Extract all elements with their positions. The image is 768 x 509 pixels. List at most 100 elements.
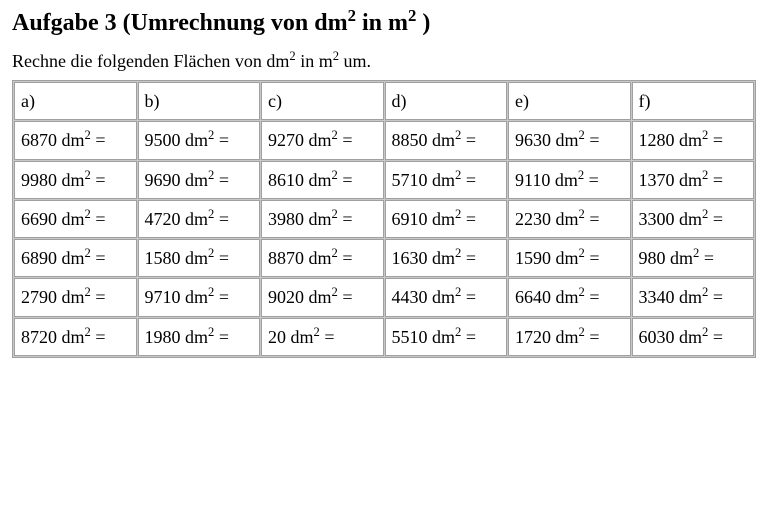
table-cell: 1590 dm2 = (508, 239, 631, 277)
cell-value: 3340 (639, 287, 675, 307)
unit-base: dm (185, 287, 208, 307)
cell-value: 8870 (268, 248, 304, 268)
unit-exponent: 2 (702, 207, 708, 221)
table-cell: 6030 dm2 = (632, 318, 755, 356)
unit-exponent: 2 (693, 246, 699, 260)
cell-value: 8610 (268, 170, 304, 190)
cell-value: 6640 (515, 287, 551, 307)
unit-base: dm (62, 170, 85, 190)
cell-value: 9110 (515, 170, 550, 190)
cell-value: 1720 (515, 327, 551, 347)
unit-exponent: 2 (208, 325, 214, 339)
cell-value: 1980 (145, 327, 181, 347)
instruction-mid: in m (296, 51, 333, 71)
table-cell: 4720 dm2 = (138, 200, 261, 238)
cell-value: 1590 (515, 248, 551, 268)
unit-exponent: 2 (579, 207, 585, 221)
table-cell: 1980 dm2 = (138, 318, 261, 356)
table-cell: 9690 dm2 = (138, 161, 261, 199)
unit-base: dm (556, 209, 579, 229)
table-row: 6890 dm2 =1580 dm2 =8870 dm2 =1630 dm2 =… (14, 239, 754, 277)
unit-exponent: 2 (455, 246, 461, 260)
unit-exponent: 2 (208, 207, 214, 221)
table-cell: 5710 dm2 = (385, 161, 508, 199)
cell-value: 9710 (145, 287, 181, 307)
table-cell: 4430 dm2 = (385, 278, 508, 316)
instruction-prefix: Rechne die folgenden Flächen von dm (12, 51, 289, 71)
table-cell: 2790 dm2 = (14, 278, 137, 316)
unit-base: dm (309, 248, 332, 268)
cell-value: 5510 (392, 327, 428, 347)
unit-exponent: 2 (85, 325, 91, 339)
cell-value: 9500 (145, 130, 181, 150)
unit-base: dm (432, 170, 455, 190)
cell-value: 9270 (268, 130, 304, 150)
cell-value: 2790 (21, 287, 57, 307)
title-mid: in m (356, 10, 408, 36)
unit-exponent: 2 (702, 285, 708, 299)
unit-exponent: 2 (85, 246, 91, 260)
unit-base: dm (555, 170, 578, 190)
cell-value: 9690 (145, 170, 181, 190)
unit-base: dm (309, 209, 332, 229)
unit-base: dm (185, 327, 208, 347)
table-cell: 20 dm2 = (261, 318, 384, 356)
table-cell: 3300 dm2 = (632, 200, 755, 238)
unit-exponent: 2 (702, 168, 708, 182)
unit-exponent: 2 (85, 128, 91, 142)
column-header: e) (508, 82, 631, 120)
unit-exponent: 2 (579, 285, 585, 299)
cell-value: 8850 (392, 130, 428, 150)
unit-exponent: 2 (332, 128, 338, 142)
title-exp1: 2 (348, 6, 356, 25)
unit-base: dm (62, 287, 85, 307)
unit-exponent: 2 (455, 285, 461, 299)
cell-value: 6690 (21, 209, 57, 229)
unit-base: dm (62, 327, 85, 347)
cell-value: 9980 (21, 170, 57, 190)
column-header: c) (261, 82, 384, 120)
table-cell: 6640 dm2 = (508, 278, 631, 316)
unit-exponent: 2 (208, 246, 214, 260)
unit-base: dm (62, 130, 85, 150)
unit-base: dm (62, 248, 85, 268)
unit-base: dm (432, 248, 455, 268)
unit-base: dm (432, 327, 455, 347)
column-header: d) (385, 82, 508, 120)
unit-base: dm (679, 130, 702, 150)
unit-base: dm (309, 130, 332, 150)
cell-value: 6030 (639, 327, 675, 347)
unit-base: dm (62, 209, 85, 229)
unit-exponent: 2 (455, 168, 461, 182)
unit-base: dm (556, 327, 579, 347)
table-cell: 6870 dm2 = (14, 121, 137, 159)
cell-value: 1630 (392, 248, 428, 268)
unit-exponent: 2 (208, 128, 214, 142)
table-cell: 6910 dm2 = (385, 200, 508, 238)
table-cell: 1280 dm2 = (632, 121, 755, 159)
cell-value: 3300 (639, 209, 675, 229)
table-cell: 9270 dm2 = (261, 121, 384, 159)
column-header: b) (138, 82, 261, 120)
cell-value: 9020 (268, 287, 304, 307)
unit-exponent: 2 (702, 325, 708, 339)
cell-value: 6870 (21, 130, 57, 150)
title-prefix: Aufgabe 3 (Umrechnung von dm (12, 10, 348, 36)
unit-base: dm (185, 170, 208, 190)
table-row: 8720 dm2 =1980 dm2 =20 dm2 =5510 dm2 =17… (14, 318, 754, 356)
table-cell: 5510 dm2 = (385, 318, 508, 356)
unit-exponent: 2 (85, 168, 91, 182)
cell-value: 2230 (515, 209, 551, 229)
unit-exponent: 2 (85, 285, 91, 299)
page-title: Aufgabe 3 (Umrechnung von dm2 in m2 ) (12, 10, 756, 37)
unit-exponent: 2 (314, 325, 320, 339)
unit-exponent: 2 (332, 285, 338, 299)
unit-base: dm (291, 327, 314, 347)
unit-exponent: 2 (579, 246, 585, 260)
unit-base: dm (432, 287, 455, 307)
table-cell: 8870 dm2 = (261, 239, 384, 277)
exercise-table: a)b)c)d)e)f)6870 dm2 =9500 dm2 =9270 dm2… (12, 80, 756, 358)
table-cell: 9500 dm2 = (138, 121, 261, 159)
table-cell: 3340 dm2 = (632, 278, 755, 316)
unit-exponent: 2 (208, 168, 214, 182)
